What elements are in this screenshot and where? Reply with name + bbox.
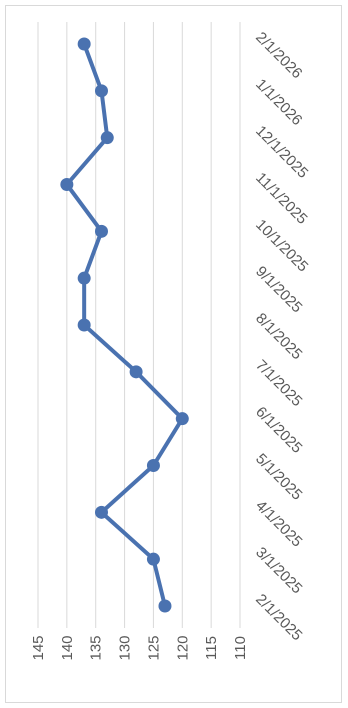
date-tick-label: 3/1/2025 [252, 544, 305, 597]
data-point-8/1/2025 [77, 318, 91, 332]
date-tick-label: 8/1/2025 [252, 310, 305, 363]
date-tick-label: 7/1/2025 [252, 357, 305, 410]
date-tick-label: 1/1/2026 [252, 76, 305, 129]
data-point-3/1/2025 [146, 552, 160, 566]
value-tick-label: 145 [30, 635, 47, 660]
date-tick-label: 4/1/2025 [252, 497, 305, 550]
data-point-1/1/2026 [94, 84, 108, 98]
date-tick-label: 2/1/2025 [252, 591, 305, 644]
chart-frame [5, 5, 342, 703]
data-point-11/1/2025 [60, 178, 74, 191]
value-axis-ticks: 145 140 135 130 125 120 115 110 [30, 635, 249, 660]
value-tick-label: 110 [232, 636, 249, 660]
data-point-2/1/2025 [158, 599, 172, 613]
value-tick-label: 140 [59, 635, 76, 660]
data-point-10/1/2025 [94, 224, 108, 238]
date-tick-label: 5/1/2025 [252, 450, 305, 503]
value-tick-label: 130 [117, 635, 134, 660]
data-point-6/1/2025 [175, 412, 189, 426]
series-line [60, 37, 189, 613]
data-point-5/1/2025 [146, 459, 160, 472]
value-tick-label: 120 [174, 635, 191, 660]
data-point-12/1/2025 [100, 131, 114, 145]
data-point-9/1/2025 [77, 271, 91, 285]
date-tick-label: 6/1/2025 [252, 403, 305, 456]
value-tick-label: 135 [88, 635, 105, 660]
data-point-7/1/2025 [129, 365, 143, 379]
value-tick-label: 115 [203, 636, 220, 660]
gridlines [37, 22, 241, 628]
date-axis-ticks: 2/1/20253/1/20254/1/20255/1/20256/1/2025… [252, 29, 311, 644]
data-point-4/1/2025 [94, 505, 108, 519]
date-tick-label: 2/1/2026 [252, 29, 305, 82]
value-tick-label: 125 [145, 635, 162, 660]
data-point-2/1/2026 [77, 37, 91, 51]
